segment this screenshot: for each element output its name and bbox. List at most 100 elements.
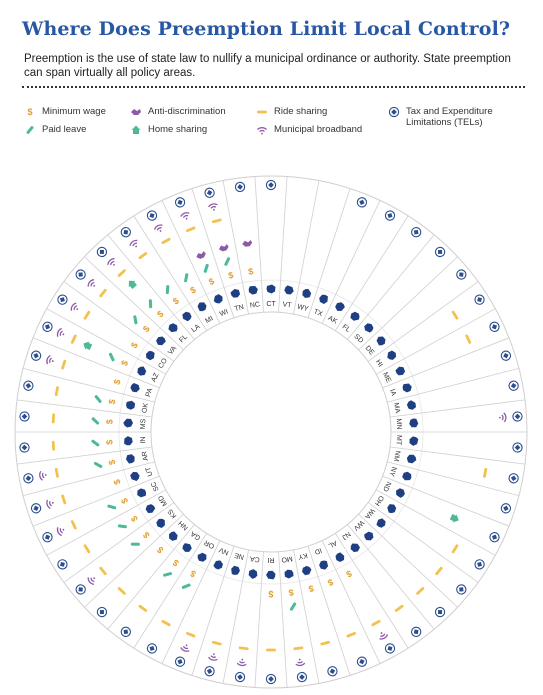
- state-shape: [168, 531, 178, 541]
- state-label: TN: [234, 304, 245, 313]
- legend: $ Minimum wage Paid leave Anti-discrimin…: [22, 100, 532, 140]
- state-label: MS: [140, 418, 148, 429]
- state-label: NM: [392, 450, 401, 462]
- tel-mark: [204, 187, 215, 198]
- segment-divider: [254, 176, 264, 313]
- tel-mark: [234, 181, 246, 193]
- tel-mark: [508, 380, 519, 391]
- state-shape: [123, 418, 133, 428]
- broadband-mark: [39, 470, 47, 481]
- ride-share-mark: [451, 310, 459, 320]
- broadband-mark: [129, 239, 138, 248]
- tel-mark: [23, 380, 34, 391]
- segment-divider: [84, 256, 184, 351]
- tel-mark: [234, 671, 246, 683]
- min-wage-mark: $: [119, 359, 130, 368]
- state-label: CA: [249, 555, 260, 563]
- segment-divider: [22, 461, 155, 497]
- state-label: AR: [141, 450, 150, 461]
- badge-icon: [388, 106, 400, 118]
- min-wage-mark: $: [171, 557, 181, 568]
- segment-divider: [321, 540, 381, 664]
- state-label: WY: [296, 304, 309, 314]
- ride-share-mark: [161, 619, 171, 627]
- paid-leave-mark: [94, 395, 102, 403]
- legend-label: Ride sharing: [274, 106, 328, 117]
- min-wage-mark: $: [171, 296, 181, 307]
- tel-mark: [384, 643, 396, 654]
- tel-mark: [327, 666, 338, 677]
- svg-text:$: $: [288, 587, 294, 598]
- segment-divider: [63, 281, 175, 362]
- segment-divider: [222, 549, 249, 684]
- tel-mark: [19, 442, 30, 453]
- legend-item-paid-leave: Paid leave: [24, 124, 86, 136]
- state-label: PA: [145, 387, 154, 398]
- ride-share-mark: [70, 334, 77, 344]
- ring-grid: [14, 175, 528, 689]
- state-label: IA: [388, 388, 397, 397]
- state-label: LA: [190, 323, 201, 334]
- svg-text:$: $: [344, 568, 353, 579]
- home-share-mark: [128, 280, 137, 289]
- tel-mark: [474, 294, 485, 305]
- ride-share-mark: [54, 386, 59, 397]
- segment-divider: [293, 180, 320, 315]
- tel-mark: [434, 606, 446, 618]
- legend-item-min-wage: $ Minimum wage: [24, 106, 106, 118]
- paid-leave-mark: [224, 257, 231, 266]
- broadband-mark: [295, 658, 306, 667]
- segment-divider: [307, 546, 351, 676]
- ride-share-mark: [70, 520, 77, 530]
- state-shape: [409, 436, 419, 446]
- state-shape: [213, 560, 223, 570]
- segment-divider: [367, 502, 479, 583]
- state-shape: [130, 382, 140, 393]
- segment-divider: [32, 475, 160, 527]
- min-wage-mark: $: [104, 419, 114, 425]
- state-shape: [248, 569, 258, 579]
- segment-divider: [84, 513, 184, 608]
- tel-mark: [204, 666, 215, 677]
- ride-share-mark: [117, 269, 126, 277]
- paid-leave-mark: [108, 352, 115, 362]
- svg-text:$: $: [107, 398, 118, 405]
- broadband-mark: [180, 212, 190, 220]
- tel-mark: [356, 656, 368, 667]
- tel-mark: [96, 246, 108, 258]
- page-subtitle: Preemption is the use of state law to nu…: [24, 53, 511, 79]
- state-shape: [376, 518, 386, 528]
- ride-share-mark: [186, 226, 196, 233]
- paid-leave-mark: [91, 417, 100, 425]
- segment-divider: [63, 502, 175, 583]
- ride-share-mark: [51, 440, 56, 451]
- svg-text:$: $: [107, 459, 118, 466]
- svg-text:$: $: [171, 296, 181, 307]
- svg-text:$: $: [129, 514, 140, 524]
- min-wage-mark: $: [129, 514, 140, 524]
- state-shape: [266, 284, 276, 294]
- tel-mark: [474, 559, 485, 570]
- state-shape: [145, 504, 156, 514]
- segment-divider: [387, 461, 520, 497]
- legend-label: Anti-discrimination: [148, 106, 226, 117]
- min-wage-mark: $: [104, 439, 114, 445]
- state-shape: [182, 543, 192, 552]
- svg-text:$: $: [268, 589, 273, 599]
- tel-mark: [42, 321, 53, 332]
- min-wage-mark: $: [155, 309, 166, 320]
- state-shape: [319, 560, 329, 570]
- svg-text:$: $: [155, 309, 166, 320]
- legend-item-municipal-broadband: Municipal broadband: [256, 124, 362, 136]
- ride-share-mark: [117, 587, 126, 595]
- state-label: SC: [150, 480, 160, 492]
- state-shape: [248, 285, 258, 295]
- state-shape: [409, 418, 419, 428]
- segment-divider: [46, 489, 167, 556]
- svg-text:$: $: [119, 496, 130, 505]
- legend-label: Minimum wage: [42, 106, 106, 117]
- state-label: MI: [204, 315, 214, 325]
- tel-mark: [434, 246, 446, 258]
- ride-share-mark: [266, 648, 276, 652]
- segment-divider: [375, 489, 496, 556]
